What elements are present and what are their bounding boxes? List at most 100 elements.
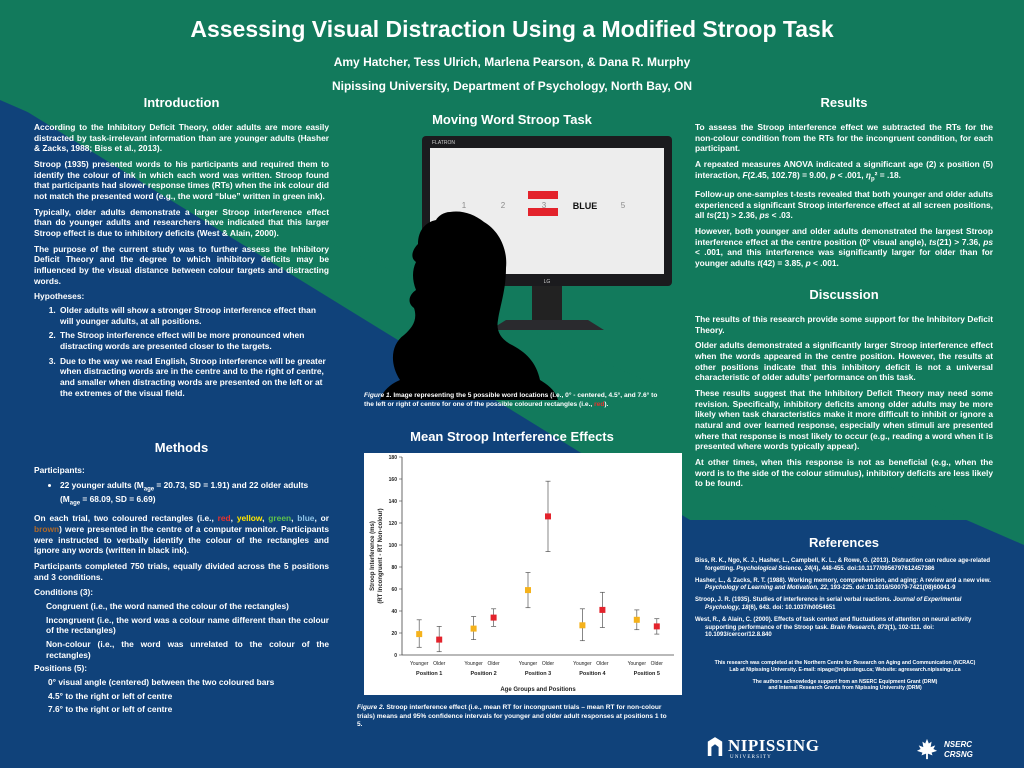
- authors: Amy Hatcher, Tess Ulrich, Marlena Pearso…: [333, 55, 691, 69]
- introduction-heading: Introduction: [143, 95, 220, 110]
- colour-blue: blue: [297, 513, 315, 524]
- methods-section: Methods Participants: 22 younger adults …: [34, 440, 329, 718]
- condition-incongruent: Incongruent (i.e., the word was a colour…: [46, 614, 329, 636]
- ref2-b: , 193-225. doi:10.1016/S0079-7421(08)600…: [827, 585, 956, 592]
- results-p2-c: (2.45, 102.78) = 9.00,: [747, 169, 831, 180]
- age-label: Younger: [410, 661, 429, 667]
- figure2-caption: Figure 2. Stroop interference effect (i.…: [357, 704, 669, 730]
- y-tick-label: 180: [389, 455, 398, 461]
- stat-eta-sub: p: [871, 176, 875, 183]
- results-p2-e: ² = .18.: [874, 169, 901, 180]
- data-point-younger: [525, 587, 531, 594]
- intro-paragraph-4: The purpose of the current study was to …: [34, 243, 329, 286]
- stat-ps: ps: [759, 210, 770, 221]
- age-label: Older: [433, 661, 446, 667]
- figure1-caption-text-b: ).: [604, 400, 609, 408]
- y-tick-label: 120: [389, 521, 398, 527]
- figure1-caption-red: red: [594, 400, 605, 408]
- nipissing-university-text: U N I V E R S I T Y: [730, 755, 771, 760]
- condition-congruent: Congruent (i.e., the word named the colo…: [46, 600, 289, 611]
- results-p4-d: (42) = 3.85,: [760, 258, 806, 268]
- participants-text-b: = 20.73, SD = 1.91) and 22 older adults …: [60, 479, 309, 504]
- position-number-1: 1: [462, 201, 467, 210]
- participants-label: Participants:: [34, 465, 85, 475]
- chart-panel: 0 20 40 60 80 100 120 140 160 180 Position 1 Younge…: [364, 453, 682, 695]
- age-label: Younger: [628, 661, 647, 667]
- hypothesis-2: The Stroop interference effect will be m…: [58, 330, 329, 351]
- colour-green: green: [268, 513, 292, 524]
- maple-leaf-icon: [916, 738, 938, 760]
- group-label: Position 5: [634, 671, 660, 677]
- results-p3-a: Follow-up one-samples t-tests revealed t…: [695, 188, 993, 221]
- figure2-heading: Mean Stroop Interference Effects: [410, 429, 614, 444]
- nserc-text: NSERC: [944, 740, 973, 749]
- colour-yellow: yellow: [236, 513, 263, 524]
- stat-t: t: [757, 258, 761, 268]
- figure1-heading: Moving Word Stroop Task: [432, 112, 592, 127]
- figure1-caption-text-a: . Image representing the 5 possible word…: [364, 392, 658, 408]
- y-tick-label: 160: [389, 477, 398, 483]
- sep-1: ,: [230, 513, 237, 524]
- ack-line-2: Lab at Nipissing University. E-mail: nip…: [729, 666, 961, 673]
- stat-ts: ts: [706, 210, 715, 221]
- stat-eta: η: [865, 169, 871, 180]
- data-point-younger: [470, 625, 477, 632]
- group-label: Position 3: [525, 671, 551, 677]
- condition-non-colour: Non-colour (i.e., the word was unrelated…: [46, 638, 329, 660]
- results-p4-e: < .001.: [810, 258, 839, 268]
- positions-label: Positions (5):: [34, 663, 88, 674]
- nipissing-logo: NIPISSING U N I V E R S I T Y: [706, 736, 836, 762]
- ref1-b: (4), 448-455. doi:10.1177/09567976124573…: [811, 565, 935, 572]
- discussion-heading: Discussion: [809, 287, 879, 302]
- ref3-a: Stroop, J. R. (1935). Studies of interfe…: [695, 597, 894, 604]
- hypothesis-3: Due to the way we read English, Stroop i…: [58, 356, 329, 399]
- group-label: Position 1: [416, 671, 442, 677]
- age-label: Older: [542, 661, 555, 667]
- ref4-b: (1), 102-111. doi: 10.1093/cercor/12.8.8…: [705, 624, 935, 639]
- age-subscript-1: age: [143, 486, 155, 493]
- discussion-section: Discussion The results of this research …: [695, 287, 993, 494]
- results-p2-a: A repeated measures ANOVA indicated a si…: [695, 159, 993, 180]
- participants-text-c: = 68.09, SD = 6.69): [80, 493, 156, 504]
- results-section: Results To assess the Stroop interferenc…: [695, 95, 993, 274]
- introduction-section: Introduction According to the Inhibitory…: [34, 95, 329, 402]
- methods-heading: Methods: [154, 440, 209, 455]
- stat-p-2: p: [805, 258, 811, 268]
- monitor-brand: FLATRON: [432, 140, 455, 146]
- acknowledgements: This research was completed at the North…: [690, 660, 1000, 692]
- y-tick-label: 140: [389, 499, 398, 505]
- reference-1: Biss, R. K., Ngo, K. J., Hasher, L., Cam…: [695, 558, 993, 574]
- results-p4-c: < .001, and this interference was signif…: [695, 247, 993, 268]
- data-point-older: [490, 614, 497, 621]
- stroop-interference-chart: 0 20 40 60 80 100 120 140 160 180 Position 1 Younge…: [370, 455, 674, 693]
- trial-text-a: On each trial, two coloured rectangles (…: [34, 513, 218, 524]
- data-point-older: [653, 623, 660, 630]
- y-tick-label: 40: [391, 609, 397, 615]
- y-axis-title-line-2: (RT Incongruent - RT Non-colour): [378, 508, 384, 603]
- position-centre: 0° visual angle (centered) between the t…: [48, 676, 275, 687]
- reference-4: West, R., & Alain, C. (2000). Effects of…: [695, 617, 993, 640]
- discussion-paragraph-1: The results of this research provide som…: [695, 314, 993, 335]
- position-7-6: 7.6° to the right or left of centre: [48, 704, 173, 715]
- conditions-label: Conditions (3):: [34, 587, 94, 598]
- stroop-monitor-figure: FLATRON LG 1 2 3 5 BLUE: [380, 136, 672, 400]
- results-paragraph-1: To assess the Stroop interference effect…: [695, 122, 993, 154]
- y-tick-label: 20: [391, 631, 397, 637]
- data-point-older: [545, 513, 551, 520]
- data-point-younger: [579, 622, 586, 629]
- position-4-5: 4.5° to the right or left of centre: [48, 690, 173, 701]
- data-point-older: [599, 606, 606, 613]
- ref2-journal: Psychology of Learning and Motivation, 2…: [705, 585, 828, 592]
- y-tick-label: 60: [391, 587, 397, 593]
- participants-item: 22 younger adults (Mage = 20.73, SD = 1.…: [60, 480, 329, 509]
- stat-f: F: [742, 169, 748, 180]
- ack-line-4: and Internal Research Grants from Nipiss…: [768, 685, 922, 692]
- ref4-a: West, R., & Alain, C. (2000). Effects of…: [695, 616, 972, 631]
- results-p3-b: (21) > 2.36,: [714, 210, 760, 221]
- figure2-label: Figure 2: [357, 704, 383, 711]
- age-label: Younger: [573, 661, 592, 667]
- age-label: Younger: [464, 661, 483, 667]
- x-axis-title: Age Groups and Positions: [500, 687, 576, 693]
- participants-text-a: 22 younger adults (M: [60, 479, 144, 490]
- y-tick-label: 0: [394, 653, 397, 659]
